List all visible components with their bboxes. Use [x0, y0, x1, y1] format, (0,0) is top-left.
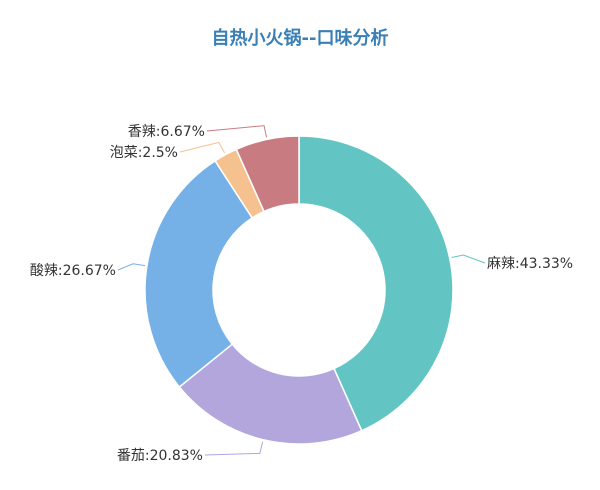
slice-label-麻辣: 麻辣:43.33%: [487, 256, 573, 272]
slice-label-番茄: 番茄:20.83%: [117, 447, 203, 464]
leader-line-泡菜: [179, 141, 225, 154]
leader-line-番茄: [204, 441, 264, 456]
chart-title: 自热小火锅--口味分析: [211, 28, 389, 49]
slice-label-酸辣: 酸辣:26.67%: [30, 263, 116, 279]
slice-番茄[interactable]: [178, 343, 363, 445]
leader-line-酸辣: [117, 263, 145, 271]
leader-line-麻辣: [451, 254, 486, 264]
slice-麻辣[interactable]: [298, 135, 454, 432]
slice-香辣[interactable]: [235, 135, 300, 213]
slice-label-泡菜: 泡菜:2.5%: [110, 145, 178, 161]
slice-label-香辣: 香辣:6.67%: [128, 124, 205, 140]
leader-line-香辣: [206, 125, 268, 138]
slice-酸辣[interactable]: [144, 159, 254, 389]
